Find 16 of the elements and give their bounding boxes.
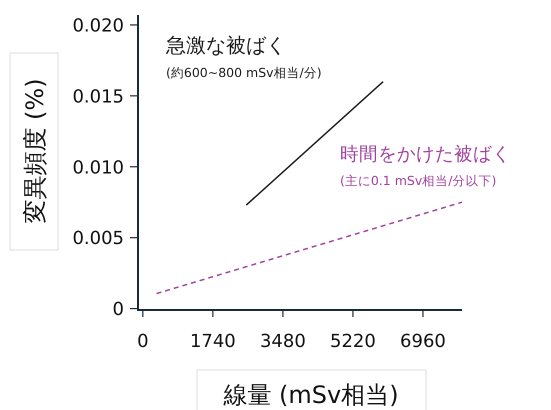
y-tick-label: 0.010 [72,157,124,178]
y-tick-label: 0.020 [72,15,124,36]
text: 時間をかけた被ばく [340,144,511,165]
y-axis-title: 変異頻度 (%) [21,78,49,224]
x-tick-label: 0 [137,331,149,352]
x-tick-label: 3480 [260,331,306,352]
text: 急激な被ばく [165,33,286,57]
y-tick-label: 0 [112,299,124,320]
x-tick-label: 6960 [400,331,446,352]
y-tick-label: 0.015 [72,86,124,108]
x-tick-label: 5220 [330,331,376,352]
y-tick-label: 0.005 [72,228,124,250]
annotation: (約600~800 mSv相当/分) [166,65,322,80]
annotation: (主に0.1 mSv相当/分以下) [340,173,496,188]
x-axis-title: 線量 (mSv相当) [222,381,399,409]
x-tick-label: 1740 [190,331,236,352]
